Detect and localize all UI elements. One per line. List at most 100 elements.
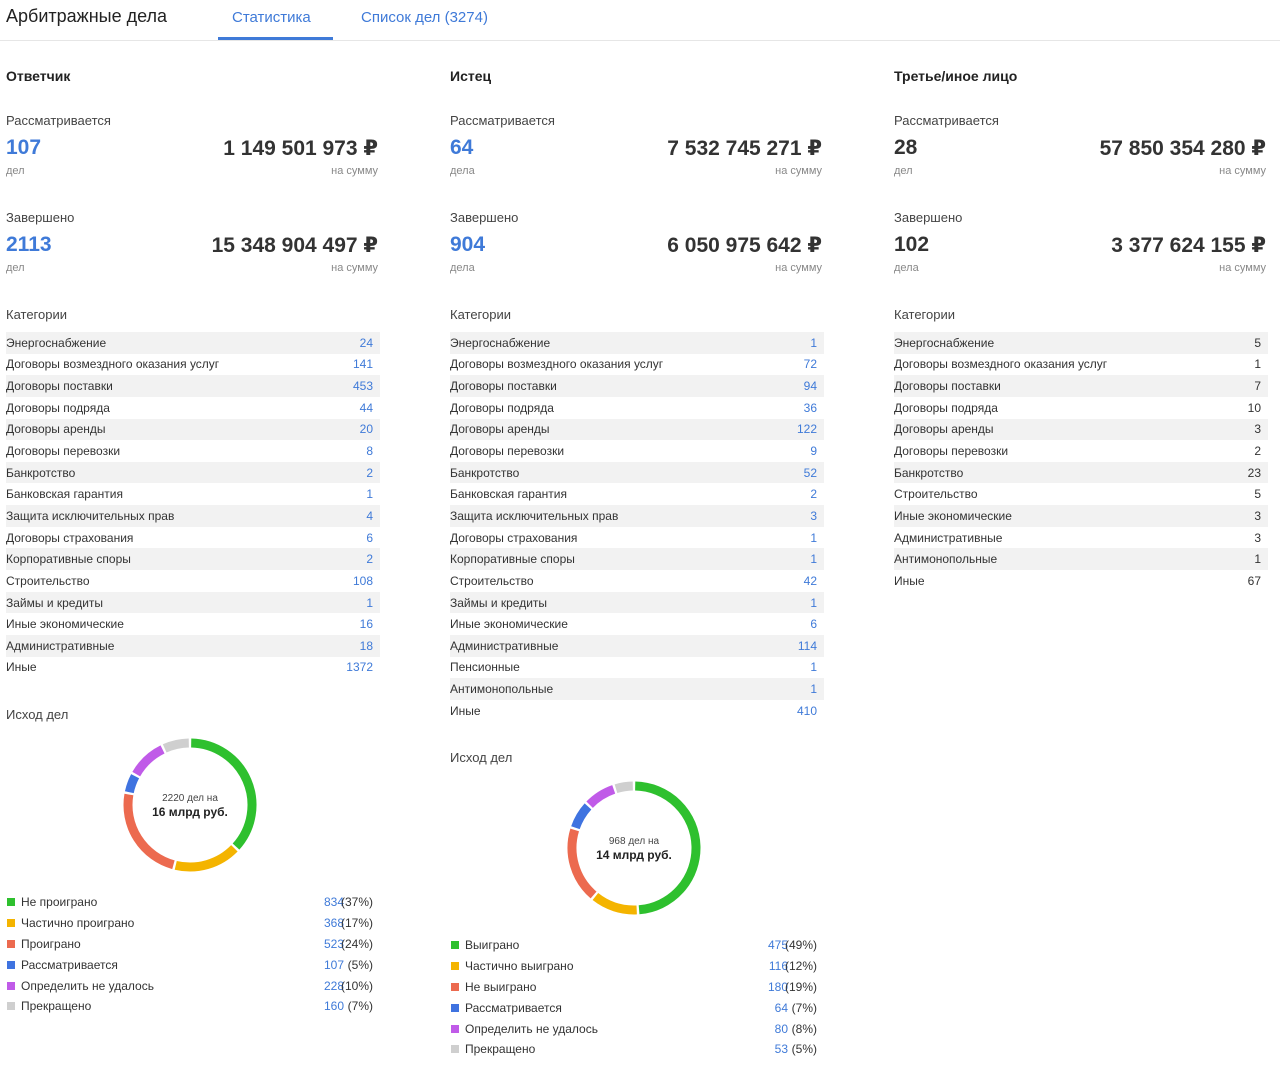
category-count-link[interactable]: 18	[359, 638, 373, 653]
pending-count[interactable]: 107	[6, 136, 42, 159]
tab-case-list[interactable]: Список дел (3274)	[361, 9, 488, 26]
legend-label: Не выиграно	[465, 979, 537, 994]
column-heading: Третье/иное лицо	[894, 68, 1018, 84]
category-name: Договоры подряда	[894, 400, 998, 415]
pending-sum: 57 850 354 280 ₽	[1099, 137, 1266, 160]
donut-segment[interactable]	[592, 892, 637, 915]
donut-segment[interactable]	[123, 793, 175, 870]
completed-count[interactable]: 2113	[6, 233, 52, 256]
category-name: Строительство	[6, 573, 90, 588]
legend-count-link[interactable]: 368	[323, 916, 344, 931]
legend-count-link[interactable]: 228	[323, 978, 344, 993]
category-name: Корпоративные споры	[450, 552, 575, 567]
category-count-link[interactable]: 1	[810, 552, 817, 567]
category-count-link[interactable]: 108	[352, 573, 373, 588]
category-count-link[interactable]: 36	[803, 400, 817, 415]
category-count-link[interactable]: 2	[810, 487, 817, 502]
legend-count-link[interactable]: 107	[323, 957, 344, 972]
category-count-link: 7	[1254, 379, 1261, 394]
category-count-link[interactable]: 453	[352, 379, 373, 394]
completed-count[interactable]: 904	[450, 233, 486, 256]
category-count-link[interactable]: 1	[810, 682, 817, 697]
category-count-link[interactable]: 1	[810, 335, 817, 350]
category-count-link[interactable]: 2	[366, 552, 373, 567]
legend-count-link[interactable]: 116	[768, 959, 788, 974]
legend-percent: (49%)	[784, 938, 817, 953]
category-row: Займы и кредиты 1	[6, 591, 380, 614]
category-count-link: 23	[1247, 465, 1261, 480]
category-row: Строительство 5	[894, 483, 1268, 505]
legend-count-link[interactable]: 160	[323, 999, 344, 1014]
category-count-link[interactable]: 24	[359, 335, 373, 350]
header-bar: Арбитражные дела Статистика Список дел (…	[0, 0, 1280, 41]
category-count-link[interactable]: 6	[366, 530, 373, 545]
category-count-link[interactable]: 1	[366, 487, 373, 502]
category-count-link[interactable]: 6	[810, 617, 817, 632]
category-count-link[interactable]: 20	[359, 422, 373, 437]
donut-segment[interactable]	[162, 738, 190, 753]
category-count-link[interactable]: 94	[803, 379, 817, 394]
category-count-link[interactable]: 1	[810, 660, 817, 675]
category-row: Корпоративные споры 1	[450, 548, 824, 571]
legend-percent: (8%)	[791, 1021, 817, 1036]
completed-sum-label: на сумму	[1219, 262, 1266, 274]
categories-table: Энергоснабжение 24 Договоры возмездного ок…	[6, 332, 380, 678]
category-count-link[interactable]: 52	[803, 465, 817, 480]
category-count-link[interactable]: 4	[366, 508, 373, 523]
donut-segment[interactable]	[174, 845, 238, 872]
category-name: Договоры перевозки	[6, 444, 121, 459]
donut-center-count: 968 дел на	[609, 836, 660, 847]
pending-count-unit: дела	[450, 165, 475, 177]
category-count-link[interactable]: 44	[359, 400, 373, 415]
category-count-link[interactable]: 8	[366, 444, 373, 459]
pending-count-unit: дел	[6, 165, 25, 177]
category-count-link[interactable]: 3	[810, 508, 817, 523]
category-count-link[interactable]: 141	[352, 357, 373, 372]
categories-label: Категории	[6, 307, 67, 322]
category-count-link[interactable]: 42	[803, 573, 817, 588]
legend-count-link[interactable]: 53	[774, 1042, 788, 1057]
donut-segment[interactable]	[571, 803, 592, 830]
donut-segment[interactable]	[124, 774, 140, 794]
category-count-link[interactable]: 9	[810, 444, 817, 459]
legend-label: Частично проиграно	[21, 916, 135, 931]
category-row: Договоры поставки 453	[6, 375, 380, 397]
tab-statistics[interactable]: Статистика	[232, 9, 311, 26]
category-count-link[interactable]: 410	[796, 703, 817, 718]
category-count-link[interactable]: 114	[797, 638, 817, 653]
category-count-link[interactable]: 2	[366, 465, 373, 480]
legend-count-link[interactable]: 80	[774, 1021, 788, 1036]
donut-segment[interactable]	[132, 745, 165, 777]
category-count-link[interactable]: 16	[359, 617, 373, 632]
donut-segment[interactable]	[635, 781, 701, 915]
donut-segment[interactable]	[586, 785, 616, 808]
category-count-link[interactable]: 1	[810, 595, 817, 610]
legend-label: Определить не удалось	[21, 978, 154, 993]
legend-count-link[interactable]: 64	[774, 1000, 788, 1015]
category-count-link[interactable]: 1372	[346, 660, 373, 675]
donut-segment[interactable]	[191, 738, 257, 850]
donut-segment[interactable]	[614, 781, 634, 794]
category-count-link[interactable]: 122	[796, 422, 817, 437]
category-row: Банковская гарантия 1	[6, 483, 380, 505]
category-name: Защита исключительных прав	[450, 508, 619, 523]
category-count-link: 2	[1254, 444, 1261, 459]
category-count-link[interactable]: 72	[803, 357, 817, 372]
category-name: Иные	[450, 703, 481, 718]
legend-count-link[interactable]: 523	[323, 936, 344, 951]
legend-count-link[interactable]: 180	[767, 979, 788, 994]
category-name: Договоры возмездного оказания услуг	[450, 357, 664, 372]
category-row: Банкротство 2	[6, 461, 380, 484]
category-count-link[interactable]: 1	[810, 530, 817, 545]
legend-percent: (12%)	[784, 959, 817, 974]
legend-item: Определить не удалось 80 (8%)	[450, 1018, 824, 1039]
legend-count-link[interactable]: 834	[323, 895, 344, 910]
donut-segment[interactable]	[567, 828, 597, 899]
category-count-link[interactable]: 1	[366, 595, 373, 610]
legend-count-link[interactable]: 475	[767, 938, 788, 953]
category-name: Займы и кредиты	[450, 595, 548, 610]
pending-count[interactable]: 64	[450, 136, 474, 159]
category-row: Договоры подряда 36	[450, 397, 824, 419]
categories-label: Категории	[450, 307, 511, 322]
category-name: Договоры возмездного оказания услуг	[894, 357, 1108, 372]
